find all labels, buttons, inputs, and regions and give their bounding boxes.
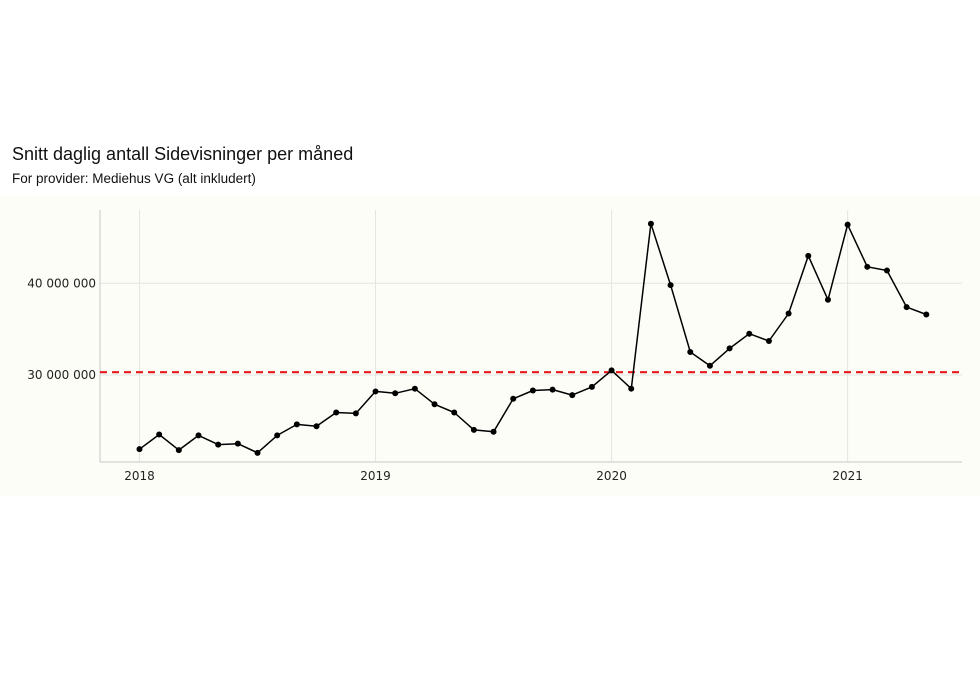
data-point: [451, 409, 458, 416]
data-point: [313, 423, 320, 430]
data-point: [824, 296, 831, 303]
data-point: [372, 388, 379, 395]
data-point: [903, 304, 910, 311]
chart-title: Snitt daglig antall Sidevisninger per må…: [12, 144, 354, 164]
x-tick-label: 2019: [360, 469, 391, 483]
data-point: [274, 432, 281, 439]
plot-background: [0, 196, 980, 496]
data-point: [569, 392, 576, 399]
data-point: [608, 367, 615, 374]
y-tick-label: 40 000 000: [27, 276, 96, 290]
chart-svg: 2018 2019 2020 2021 30 000 000 40 000 000: [0, 196, 980, 496]
data-point: [687, 349, 694, 356]
data-point: [549, 386, 556, 393]
chart-subtitle: For provider: Mediehus VG (alt inkludert…: [12, 171, 256, 186]
y-tick-label: 30 000 000: [27, 368, 96, 382]
data-point: [431, 401, 438, 408]
data-point: [529, 387, 536, 394]
data-point: [470, 426, 477, 433]
data-point: [156, 431, 163, 438]
data-point: [333, 409, 340, 416]
data-point: [215, 441, 222, 448]
data-point: [490, 428, 497, 435]
data-point: [883, 267, 890, 274]
data-point: [588, 383, 595, 390]
data-point: [175, 447, 182, 454]
data-point: [628, 385, 635, 392]
x-tick-label: 2018: [124, 469, 155, 483]
data-point: [706, 362, 713, 369]
data-point: [805, 252, 812, 259]
data-point: [844, 221, 851, 228]
x-tick-label: 2020: [596, 469, 627, 483]
data-point: [647, 220, 654, 227]
x-tick-label: 2021: [832, 469, 863, 483]
line-chart: 2018 2019 2020 2021 30 000 000 40 000 000: [0, 196, 980, 496]
data-point: [765, 338, 772, 345]
data-point: [785, 310, 792, 317]
data-point: [195, 432, 202, 439]
data-point: [411, 385, 418, 392]
data-point: [923, 311, 930, 318]
data-point: [234, 440, 241, 447]
data-point: [667, 282, 674, 289]
data-point: [726, 345, 733, 352]
data-point: [510, 395, 517, 402]
data-point: [746, 330, 753, 337]
data-point: [136, 446, 143, 453]
data-point: [392, 390, 399, 397]
data-point: [293, 421, 300, 428]
data-point: [254, 449, 261, 456]
data-point: [352, 410, 359, 417]
data-point: [864, 263, 871, 270]
